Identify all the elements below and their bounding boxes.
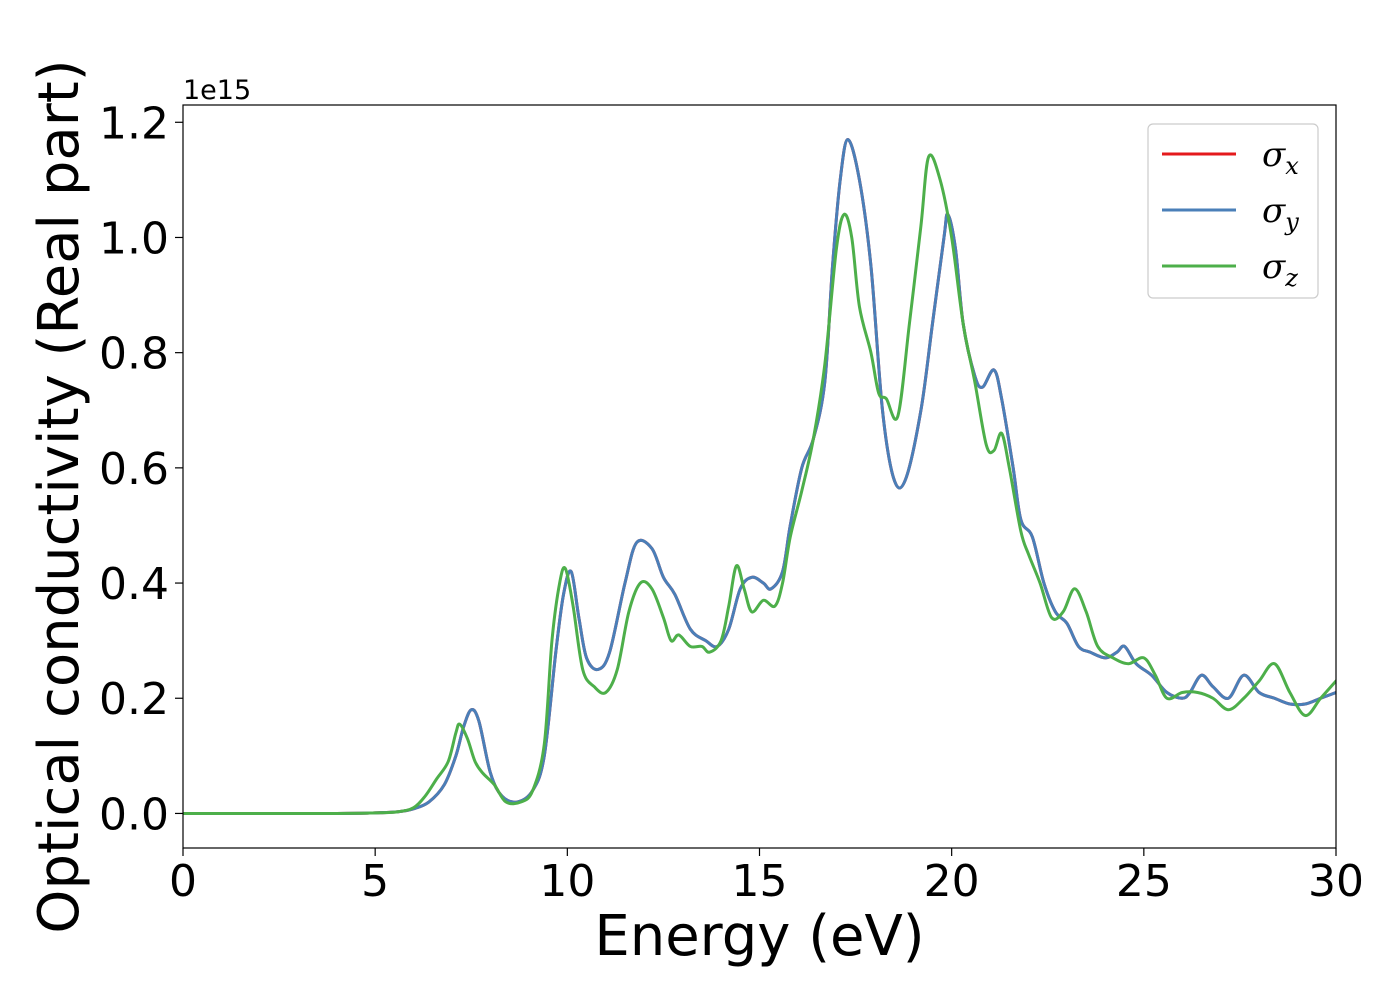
x-axis-title: Energy (eV) [594, 904, 924, 969]
y-axis-offset-label: 1e15 [183, 75, 251, 106]
y-tick-label: 1.0 [99, 213, 169, 264]
x-tick-label: 20 [924, 856, 980, 907]
y-axis-title: Optical conductivity (Real part) [27, 59, 92, 933]
x-tick-label: 5 [361, 856, 389, 907]
x-tick-label: 10 [539, 856, 595, 907]
x-tick-label: 30 [1308, 856, 1364, 907]
y-tick-label: 0.0 [99, 789, 169, 840]
y-tick-label: 0.2 [99, 674, 169, 725]
x-tick-label: 0 [169, 856, 197, 907]
legend: σx σy σz [1147, 123, 1319, 299]
legend-label-x: σx [1262, 135, 1299, 180]
legend-label-z: σz [1262, 247, 1298, 292]
y-tick-label: 0.4 [99, 559, 169, 610]
y-tick-label: 0.8 [99, 329, 169, 380]
y-tick-label: 1.2 [99, 98, 169, 149]
series-layer [183, 138, 1336, 815]
legend-label-y: σy [1262, 191, 1299, 236]
x-tick-label: 15 [732, 856, 788, 907]
y-tick-label: 0.6 [99, 444, 169, 495]
axes-layer: 0 5 10 15 20 25 30 0.0 0.2 0.4 0.6 0.8 1.0 1.2 [99, 98, 1364, 907]
series-line-z [183, 153, 1336, 815]
x-tick-label: 25 [1116, 856, 1172, 907]
